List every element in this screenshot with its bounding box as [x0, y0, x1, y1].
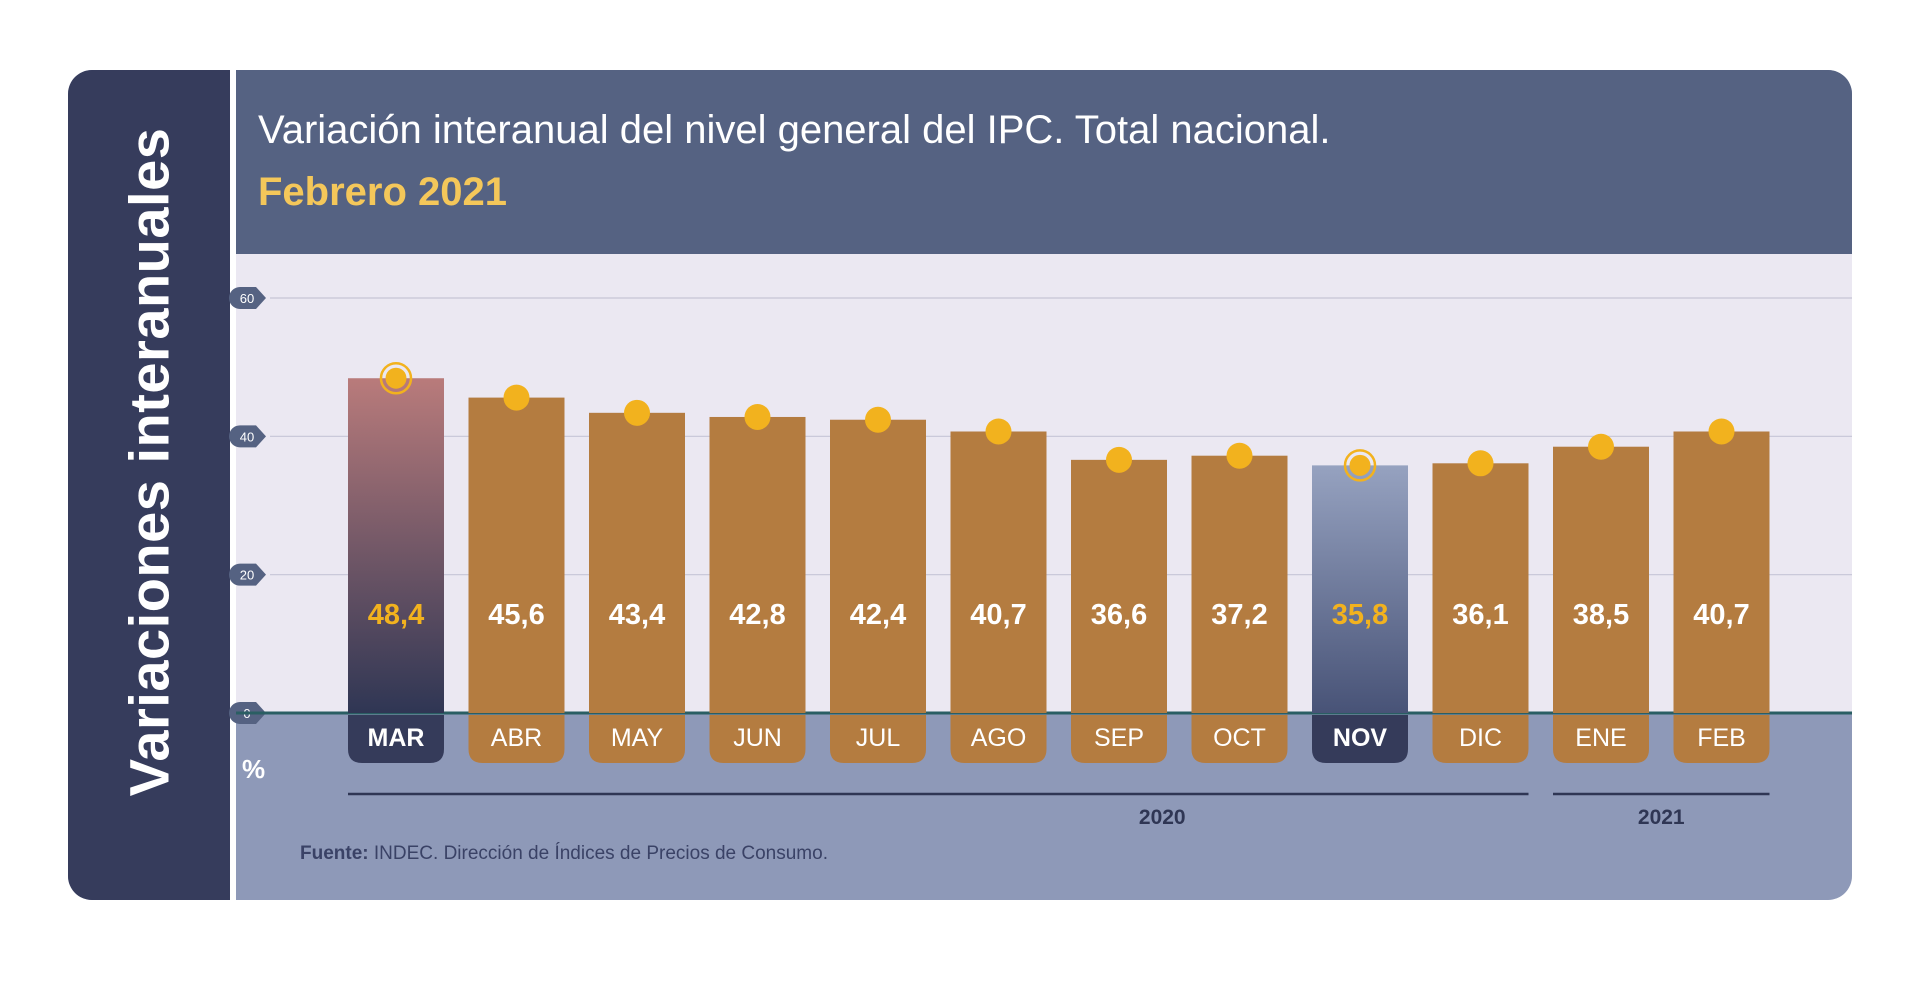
- chart-subtitle: Febrero 2021: [258, 170, 508, 214]
- month-tab: [589, 715, 685, 763]
- y-tick-badge: [229, 425, 266, 448]
- data-point: [1708, 418, 1735, 445]
- side-panel: Variaciones interanuales: [68, 70, 230, 900]
- value-label: 40,7: [970, 599, 1026, 631]
- value-label: 42,8: [729, 599, 785, 631]
- highlight-ring: [379, 361, 413, 395]
- x-tick-label: JUN: [733, 724, 782, 752]
- year-label: 2020: [1139, 806, 1186, 829]
- source-label: Fuente:: [300, 843, 369, 864]
- value-label: 35,8: [1332, 599, 1388, 631]
- value-label: 36,6: [1091, 599, 1147, 631]
- x-tick-label: MAY: [611, 724, 664, 752]
- value-label: 48,4: [368, 599, 424, 631]
- x-tick-label: AGO: [971, 724, 1027, 752]
- bar-feb: [1673, 431, 1770, 713]
- month-tab: [348, 715, 444, 763]
- bar-oct: [1191, 455, 1288, 713]
- month-tab: [1553, 715, 1649, 763]
- year-label: 2021: [1638, 806, 1685, 829]
- value-label: 37,2: [1211, 599, 1267, 631]
- panel-divider: [230, 70, 236, 900]
- data-point: [1226, 442, 1253, 469]
- data-point: [1467, 450, 1494, 477]
- bar-dic: [1432, 463, 1529, 713]
- x-tick-label: DIC: [1459, 724, 1502, 752]
- data-point: [985, 418, 1012, 445]
- data-point: [503, 384, 530, 411]
- data-point: [385, 367, 407, 389]
- value-label: 43,4: [609, 599, 665, 631]
- month-tab: [468, 715, 565, 763]
- x-tick-label: SEP: [1094, 724, 1144, 752]
- month-tab: [1432, 715, 1529, 763]
- value-label: 40,7: [1693, 599, 1749, 631]
- y-tick-label: 40: [240, 429, 254, 444]
- bar-ene: [1553, 446, 1649, 713]
- data-point: [624, 399, 650, 426]
- highlight-ring: [1343, 449, 1377, 482]
- bar-ago: [950, 431, 1047, 713]
- y-tick-label: 60: [240, 291, 254, 306]
- bar-jul: [830, 419, 926, 713]
- bar-nov: [1312, 465, 1408, 713]
- data-point: [744, 403, 771, 430]
- x-tick-label: MAR: [368, 724, 425, 752]
- bar-jun: [709, 416, 806, 713]
- data-point: [1349, 454, 1371, 476]
- x-tick-label: OCT: [1213, 724, 1266, 752]
- month-tab: [709, 715, 806, 763]
- x-tick-label: JUL: [856, 724, 901, 752]
- x-tick-label: ABR: [491, 724, 542, 752]
- value-label: 45,6: [488, 599, 544, 631]
- data-point: [1588, 433, 1614, 460]
- y-tick-badge: [229, 563, 266, 586]
- month-tab: [1673, 715, 1770, 763]
- month-tab: [830, 715, 926, 763]
- source-note: Fuente: INDEC. Dirección de Índices de P…: [300, 843, 828, 865]
- bar-abr: [468, 397, 565, 713]
- chart-title: Variación interanual del nivel general d…: [258, 108, 1331, 152]
- value-label: 42,4: [850, 599, 906, 631]
- bar-mar: [348, 378, 444, 713]
- chart-header: Variación interanual del nivel general d…: [236, 70, 1852, 254]
- x-tick-label: NOV: [1333, 724, 1388, 752]
- month-tab: [950, 715, 1047, 763]
- data-point: [1106, 446, 1132, 473]
- bar-may: [589, 412, 685, 713]
- data-point: [865, 406, 891, 433]
- x-tick-label: ENE: [1575, 724, 1626, 752]
- bar-sep: [1071, 459, 1167, 713]
- month-tab: [1071, 715, 1167, 763]
- x-tick-label: FEB: [1697, 724, 1746, 752]
- value-label: 38,5: [1573, 599, 1629, 631]
- y-unit-label: %: [242, 754, 265, 784]
- value-label: 36,1: [1452, 599, 1508, 631]
- month-tab: [1312, 715, 1408, 763]
- y-tick-badge: [229, 287, 266, 309]
- source-text: INDEC. Dirección de Índices de Precios d…: [373, 843, 828, 864]
- month-tab: [1191, 715, 1288, 763]
- y-tick-label: 20: [240, 568, 254, 583]
